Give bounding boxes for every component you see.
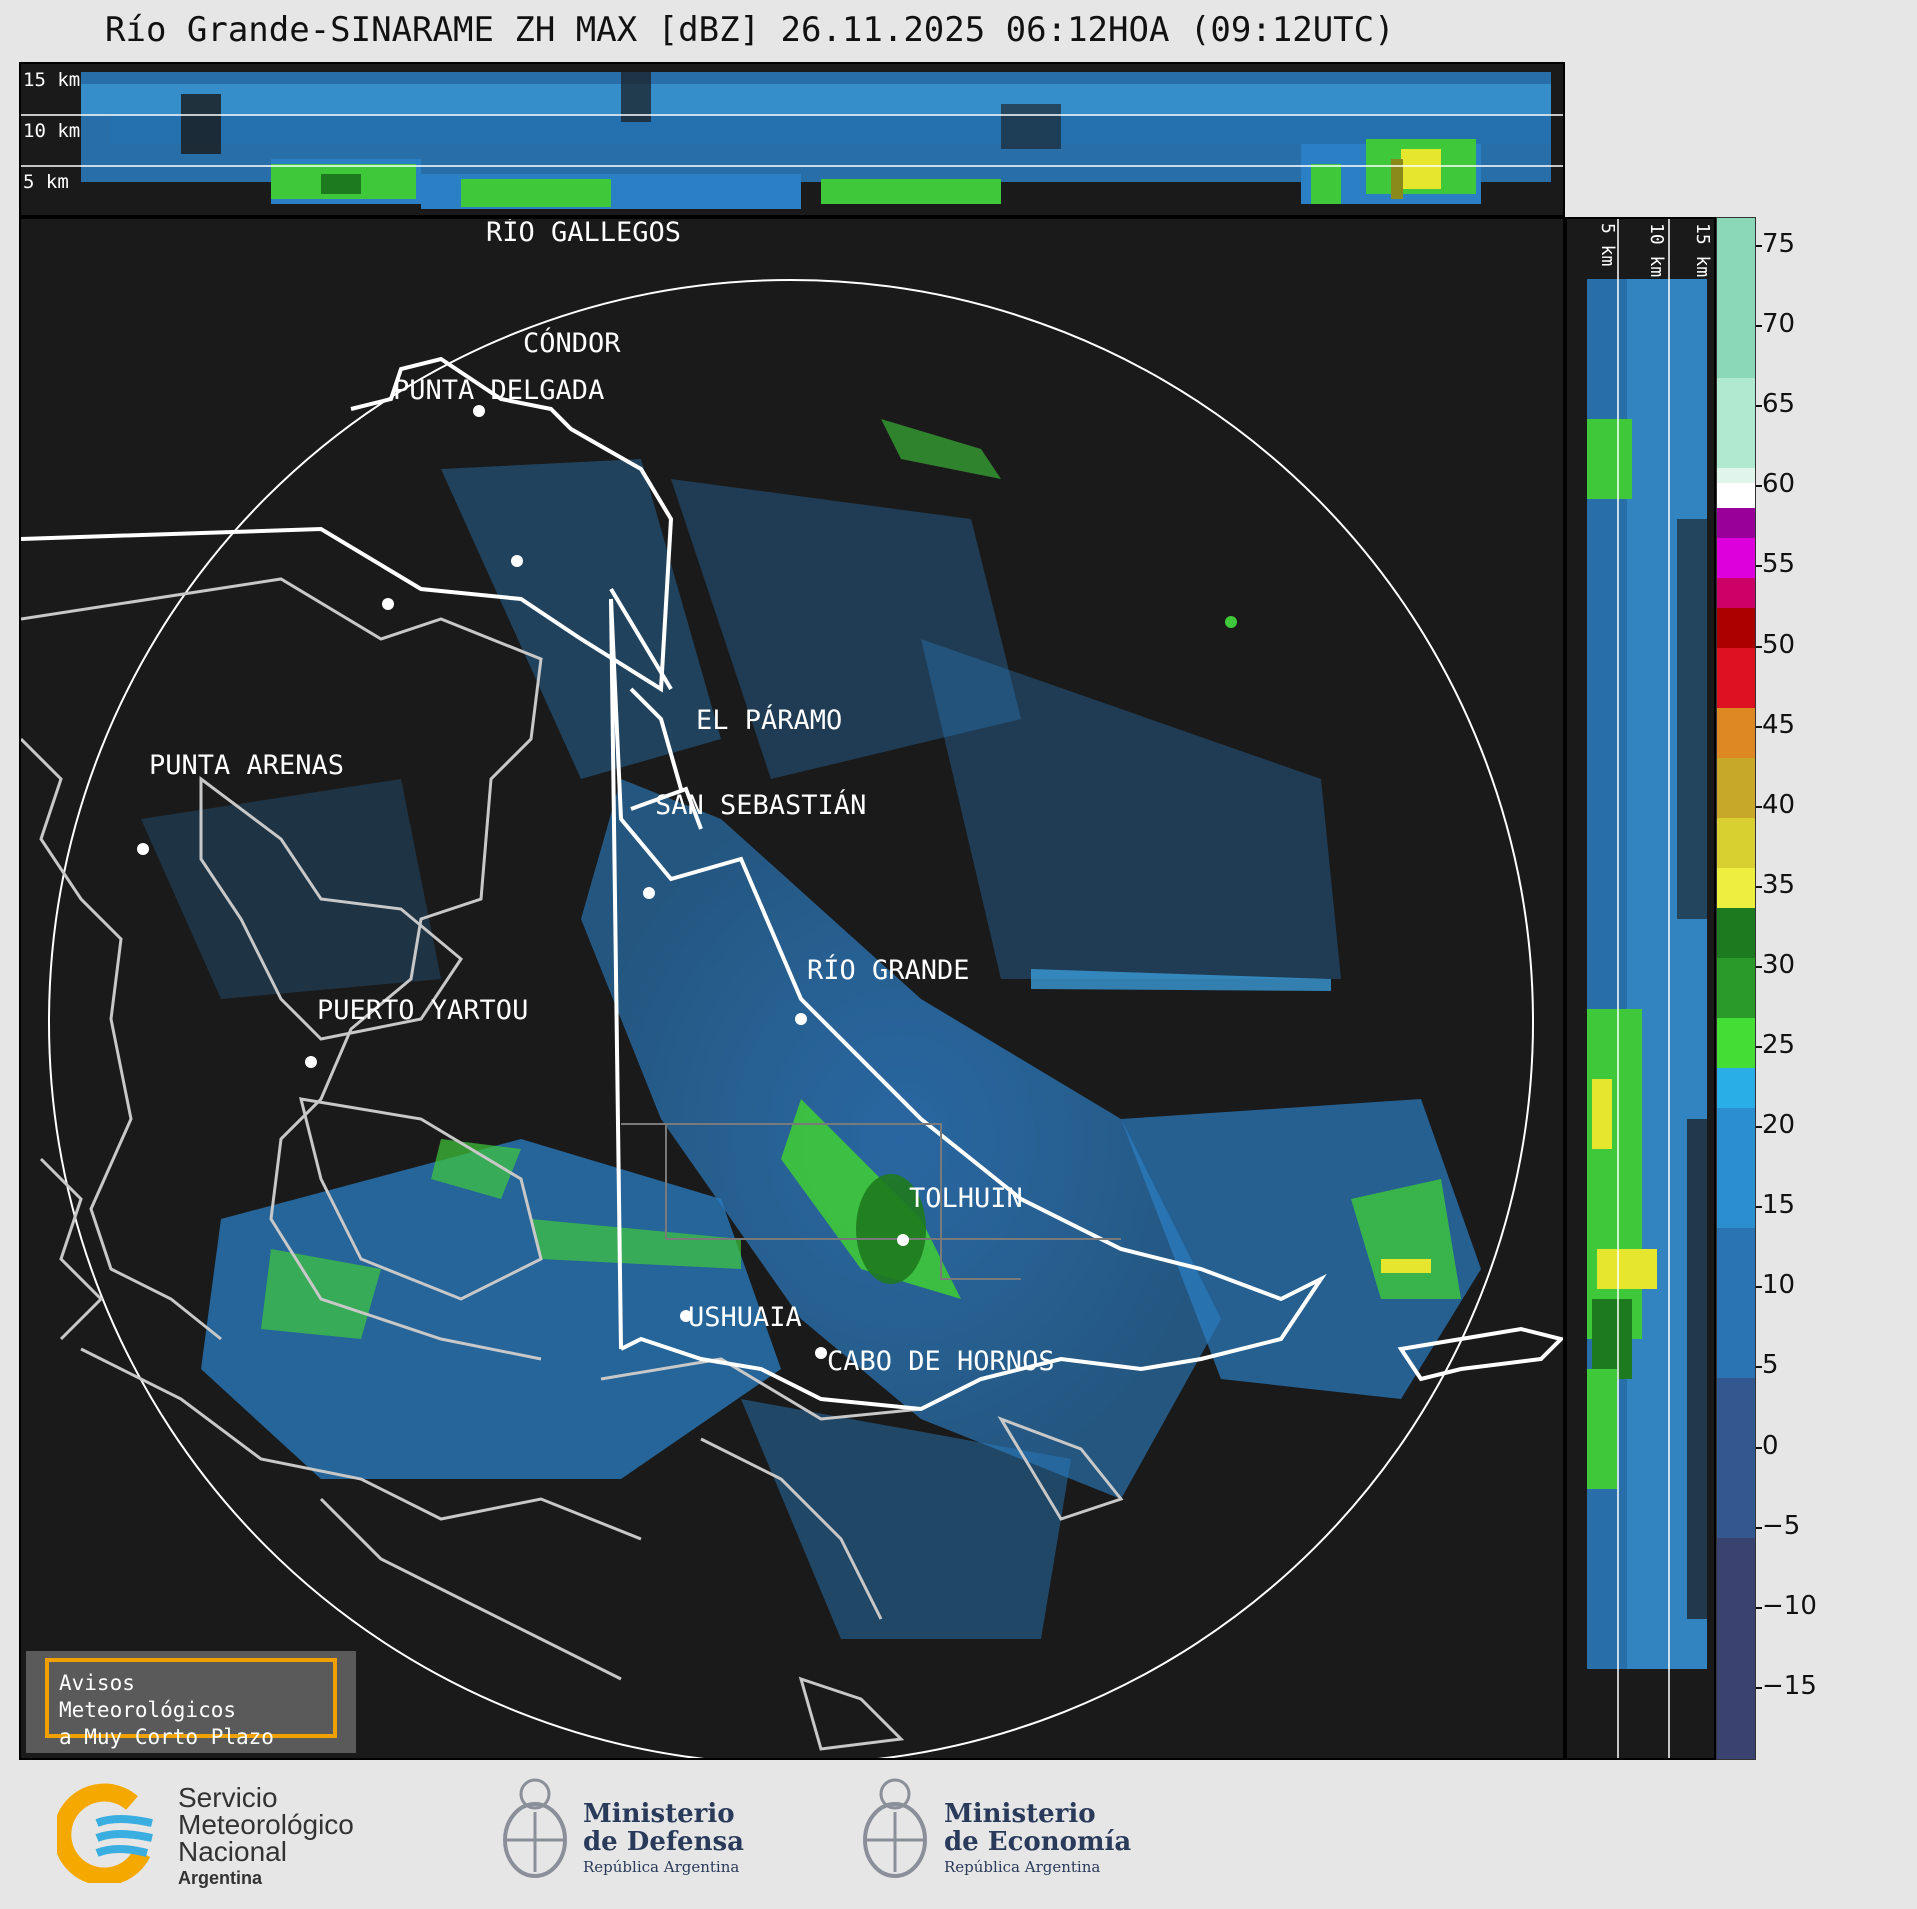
smn-line3: Nacional bbox=[178, 1836, 287, 1867]
defensa-line3: República Argentina bbox=[583, 1858, 740, 1876]
ministerio-economia-name: Ministerio de Economía República Argenti… bbox=[944, 1800, 1131, 1876]
economia-line3: República Argentina bbox=[944, 1858, 1101, 1876]
top-height-10-label: 10 km bbox=[23, 120, 80, 142]
economia-line1: Ministerio bbox=[944, 1799, 1096, 1829]
radar-echoes bbox=[141, 419, 1481, 1639]
label-puerto-yartou: PUERTO YARTOU bbox=[317, 995, 528, 1026]
colorbar-tick-mark bbox=[1756, 1046, 1762, 1048]
smn-line2: Meteorológico bbox=[178, 1809, 354, 1840]
ministerio-defensa-name: Ministerio de Defensa República Argentin… bbox=[583, 1800, 744, 1876]
side-height-15-label: 15 km bbox=[1692, 223, 1713, 277]
colorbar-tick-label: 5 bbox=[1762, 1350, 1779, 1381]
label-el-paramo: EL PÁRAMO bbox=[696, 704, 842, 736]
province-borders bbox=[621, 1123, 1121, 1280]
top-cross-section-svg: 15 km 10 km 5 km bbox=[21, 69, 1563, 209]
aviso-box[interactable]: Avisos Meteorológicos a Muy Corto Plazo bbox=[45, 1658, 337, 1749]
smn-line4: Argentina bbox=[178, 1868, 263, 1888]
side-cross-section-svg: 5 km 10 km 15 km bbox=[1587, 219, 1713, 1758]
colorbar-tick-mark bbox=[1756, 1286, 1762, 1289]
smn-logo bbox=[53, 1783, 157, 1886]
label-punta-delgada: PUNTA DELGADA bbox=[393, 375, 604, 406]
colorbar-tick-mark bbox=[1756, 1366, 1762, 1369]
colorbar-tick-label: 65 bbox=[1762, 389, 1796, 420]
colorbar-tick-label: 55 bbox=[1762, 549, 1796, 580]
side-height-10-label: 10 km bbox=[1646, 223, 1667, 277]
colorbar-tick-label: 15 bbox=[1762, 1190, 1796, 1221]
label-punta-arenas: PUNTA ARENAS bbox=[149, 750, 344, 781]
label-tolhuin: TOLHUIN bbox=[909, 1183, 1023, 1214]
colorbar bbox=[1716, 217, 1756, 1760]
colorbar-tick-mark bbox=[1756, 405, 1762, 408]
colorbar-tick-mark bbox=[1756, 1526, 1762, 1529]
economia-seal bbox=[855, 1772, 935, 1892]
top-cross-section-panel: 15 km 10 km 5 km bbox=[19, 62, 1565, 217]
top-height-5-label: 5 km bbox=[23, 171, 69, 193]
radar-map-svg: RÍO GALLEGOS CÓNDOR PUNTA DELGADA EL PÁR… bbox=[21, 219, 1563, 1758]
defensa-line2: de Defensa bbox=[583, 1827, 744, 1857]
colorbar-tick-mark bbox=[1756, 725, 1762, 728]
colorbar-tick-label: 20 bbox=[1762, 1110, 1796, 1141]
label-rio-grande: RÍO GRANDE bbox=[807, 954, 970, 986]
colorbar-tick-mark bbox=[1756, 965, 1762, 968]
colorbar-tick-label: −15 bbox=[1762, 1670, 1817, 1701]
colorbar-tick-label: 30 bbox=[1762, 949, 1796, 980]
colorbar-tick-mark bbox=[1756, 645, 1762, 648]
colorbar-tick-mark bbox=[1756, 485, 1762, 488]
smn-logo-icon bbox=[53, 1783, 153, 1886]
colorbar-tick-mark bbox=[1756, 565, 1762, 568]
colorbar-tick-label: 45 bbox=[1762, 709, 1796, 740]
colorbar-tick-label: 35 bbox=[1762, 869, 1796, 900]
radar-range-ring bbox=[48, 279, 1534, 1758]
colorbar-tick-label: 25 bbox=[1762, 1030, 1796, 1060]
side-cross-section-panel: 5 km 10 km 15 km bbox=[1565, 217, 1716, 1760]
city-markers bbox=[137, 405, 909, 1359]
colorbar-tick-mark bbox=[1756, 885, 1762, 888]
coastline-chile bbox=[21, 577, 1124, 1751]
aviso-line1: Avisos Meteorológicos bbox=[59, 1671, 237, 1722]
smn-line1: Servicio bbox=[178, 1782, 278, 1813]
defensa-seal bbox=[495, 1772, 575, 1892]
side-height-5-label: 5 km bbox=[1597, 223, 1618, 266]
smn-name: Servicio Meteorológico Nacional Argentin… bbox=[178, 1784, 354, 1892]
colorbar-tick-mark bbox=[1756, 325, 1762, 328]
colorbar-tick-label: −10 bbox=[1762, 1590, 1817, 1621]
colorbar-tick-label: 75 bbox=[1762, 229, 1796, 259]
colorbar-tick-mark bbox=[1756, 245, 1762, 247]
argentina-seal-icon bbox=[863, 1778, 927, 1878]
label-cabo-de-hornos: CABO DE HORNOS bbox=[827, 1346, 1055, 1377]
colorbar-tick-label: −5 bbox=[1762, 1510, 1801, 1541]
colorbar-tick-mark bbox=[1756, 1606, 1762, 1609]
colorbar-tick-mark bbox=[1756, 805, 1762, 808]
label-condor: CÓNDOR bbox=[523, 327, 621, 359]
argentina-seal-icon bbox=[503, 1778, 567, 1878]
colorbar-tick-label: 50 bbox=[1762, 629, 1796, 660]
colorbar-tick-label: 60 bbox=[1762, 469, 1796, 500]
colorbar-tick-mark bbox=[1756, 1126, 1762, 1129]
economia-line2: de Economía bbox=[944, 1827, 1132, 1857]
page-title: Río Grande-SINARAME ZH MAX [dBZ] 26.11.2… bbox=[105, 10, 1395, 50]
colorbar-tick-label: 70 bbox=[1762, 309, 1796, 340]
defensa-line1: Ministerio bbox=[583, 1799, 735, 1829]
colorbar-tick-mark bbox=[1756, 1446, 1762, 1449]
colorbar-tick-label: 10 bbox=[1762, 1270, 1796, 1301]
colorbar-tick-mark bbox=[1756, 1686, 1762, 1689]
aviso-line2: a Muy Corto Plazo bbox=[59, 1725, 274, 1749]
coastline-argentina bbox=[21, 356, 1563, 1412]
colorbar-tick-mark bbox=[1756, 1206, 1762, 1209]
label-rio-gallegos: RÍO GALLEGOS bbox=[486, 219, 681, 248]
label-san-sebastian: SAN SEBASTIÁN bbox=[655, 789, 866, 821]
colorbar-tick-label: 40 bbox=[1762, 789, 1796, 820]
label-ushuaia: USHUAIA bbox=[688, 1302, 802, 1333]
colorbar-tick-label: 0 bbox=[1762, 1430, 1779, 1461]
top-height-15-label: 15 km bbox=[23, 69, 80, 91]
radar-map[interactable]: RÍO GALLEGOS CÓNDOR PUNTA DELGADA EL PÁR… bbox=[19, 217, 1565, 1760]
